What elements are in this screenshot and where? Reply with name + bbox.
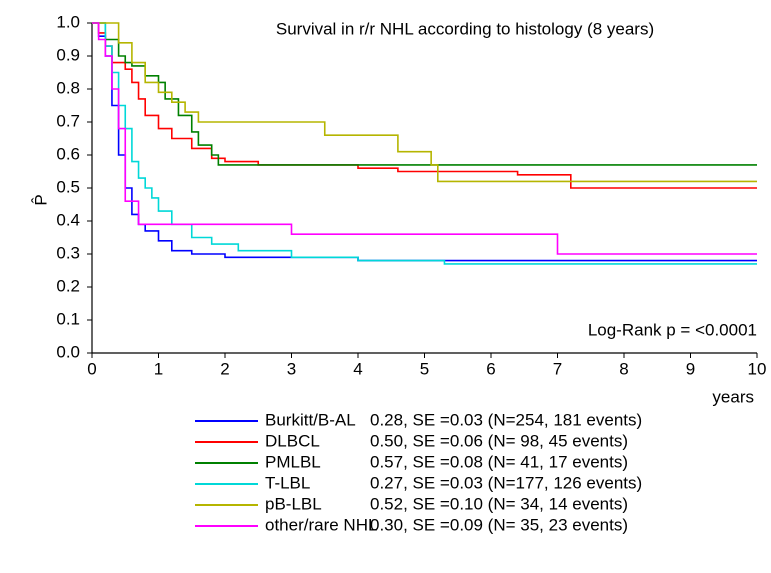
- y-tick-label: 0.3: [56, 243, 80, 262]
- chart-title: Survival in r/r NHL according to histolo…: [276, 19, 654, 38]
- x-tick-label: 2: [220, 359, 229, 378]
- y-tick-label: 1.0: [56, 12, 80, 31]
- y-tick-label: 0.7: [56, 111, 80, 130]
- x-tick-label: 5: [420, 359, 429, 378]
- x-tick-label: 7: [553, 359, 562, 378]
- y-axis-label: P̂: [31, 194, 51, 205]
- survival-curve: [92, 22, 757, 255]
- y-tick-label: 0.4: [56, 210, 80, 229]
- y-tick-label: 0.0: [56, 342, 80, 361]
- legend-label: DLBCL: [265, 431, 320, 450]
- legend-label: Burkitt/B-AL: [265, 410, 356, 429]
- x-tick-label: 1: [154, 359, 163, 378]
- legend-stats: 0.28, SE =0.03 (N=254, 181 events): [370, 410, 642, 429]
- x-tick-label: 9: [686, 359, 695, 378]
- legend-stats: 0.57, SE =0.08 (N= 41, 17 events): [370, 452, 628, 471]
- x-axis-label: years: [712, 387, 754, 406]
- legend-label: T-LBL: [265, 473, 310, 492]
- legend-label: PMLBL: [265, 452, 321, 471]
- legend-stats: 0.30, SE =0.09 (N= 35, 23 events): [370, 515, 628, 534]
- y-tick-label: 0.9: [56, 45, 80, 64]
- y-tick-label: 0.1: [56, 309, 80, 328]
- survival-curve: [92, 22, 757, 166]
- y-tick-label: 0.5: [56, 177, 80, 196]
- y-tick-label: 0.6: [56, 144, 80, 163]
- legend-stats: 0.50, SE =0.06 (N= 98, 45 events): [370, 431, 628, 450]
- survival-curve: [92, 22, 757, 183]
- x-tick-label: 3: [287, 359, 296, 378]
- y-tick-label: 0.2: [56, 276, 80, 295]
- annotation: Log-Rank p = <0.0001: [588, 320, 757, 339]
- x-tick-label: 4: [353, 359, 362, 378]
- x-tick-label: 8: [619, 359, 628, 378]
- x-tick-label: 6: [486, 359, 495, 378]
- legend-label: other/rare NHL: [265, 515, 377, 534]
- x-tick-label: 10: [748, 359, 767, 378]
- x-tick-label: 0: [87, 359, 96, 378]
- survival-curve: [92, 22, 757, 189]
- y-tick-label: 0.8: [56, 78, 80, 97]
- legend-stats: 0.27, SE =0.03 (N=177, 126 events): [370, 473, 642, 492]
- legend-label: pB-LBL: [265, 494, 322, 513]
- legend-stats: 0.52, SE =0.10 (N= 34, 14 events): [370, 494, 628, 513]
